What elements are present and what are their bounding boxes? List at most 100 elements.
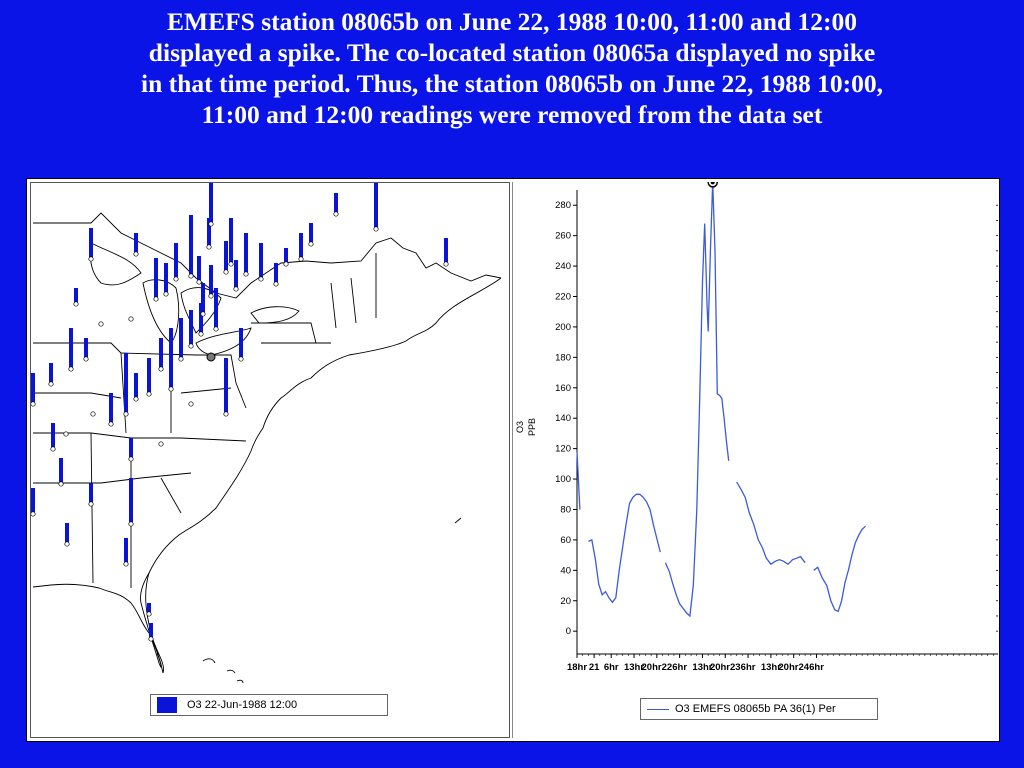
station-bar — [189, 215, 193, 275]
station-dot — [146, 391, 152, 397]
spike-marker — [707, 182, 718, 188]
station-dot — [63, 431, 69, 437]
station-dot — [178, 356, 184, 362]
station-dot — [213, 326, 219, 332]
station-dot — [31, 511, 36, 517]
station-bar — [69, 328, 73, 368]
station-bar — [209, 183, 213, 223]
station-bar — [124, 353, 128, 413]
station-bar — [169, 328, 173, 388]
station-bar — [89, 228, 93, 258]
x-tick-label: 6hr — [604, 662, 619, 673]
headline-line-1: EMEFS station 08065b on June 22, 1988 10… — [167, 7, 857, 36]
station-dot — [206, 244, 212, 250]
station-bar — [199, 303, 203, 333]
map-outlines — [32, 212, 502, 684]
chart-panel: 0 20 40 60 80 100 120 140 160 180 200 220 240 260 280 1… — [512, 182, 998, 738]
series-segment — [736, 481, 806, 566]
y-tick-label: 280 — [555, 200, 571, 211]
y-tick-label: 60 — [560, 535, 571, 546]
station-dot — [168, 386, 174, 392]
x-tick-label: 13hr — [692, 662, 712, 673]
station-bar — [284, 248, 288, 263]
y-axis-label-ppb: PPB — [527, 418, 537, 436]
station-dot — [48, 381, 54, 387]
station-dot — [88, 256, 94, 262]
station-dot — [158, 366, 164, 372]
y-tick-label: 80 — [560, 504, 571, 515]
station-bar — [229, 218, 233, 263]
spike-marker-center — [710, 182, 715, 185]
y-tick-label: 200 — [555, 322, 571, 333]
series-segment — [664, 182, 730, 618]
station-bar — [134, 373, 138, 398]
station-dot — [146, 611, 152, 617]
station-bar — [189, 310, 193, 345]
series-segment — [588, 493, 661, 604]
station-bar — [334, 193, 338, 213]
station-dot — [158, 441, 164, 447]
station-bar — [31, 488, 35, 513]
station-bar — [374, 183, 378, 228]
station-dot — [223, 269, 229, 275]
x-tick-label: 21 — [589, 662, 600, 673]
station-bar — [239, 328, 243, 358]
station-dot — [123, 561, 129, 567]
station-dot — [83, 356, 89, 362]
station-dot — [31, 401, 36, 407]
x-tick-label: 13hr — [624, 662, 644, 673]
y-tick-label: 100 — [555, 474, 571, 485]
station-dot — [233, 286, 239, 292]
x-tick-label: 6hr — [672, 662, 687, 673]
station-bar — [154, 258, 158, 298]
map-legend-swatch — [157, 697, 177, 713]
station-dot — [208, 293, 214, 299]
x-tick-label: 6hr — [809, 662, 824, 673]
o3-time-series-chart: 0 20 40 60 80 100 120 140 160 180 200 220 240 260 280 1… — [515, 182, 998, 673]
station-bar — [197, 256, 201, 281]
map-legend-label: O3 22-Jun-1988 12:00 — [187, 699, 298, 711]
station-bar — [209, 265, 213, 295]
station-dot — [73, 301, 79, 307]
y-tick-label: 140 — [555, 413, 571, 424]
x-tick-label: 18hr — [567, 662, 587, 673]
station-bar — [84, 338, 88, 358]
x-tick-label: 20hr24 — [778, 662, 809, 673]
station-dot — [68, 366, 74, 372]
chart-legend: O3 EMEFS 08065b PA 36(1) Per — [640, 698, 878, 720]
station-bar — [201, 283, 205, 313]
station-bar — [59, 458, 63, 483]
station-dot — [333, 211, 339, 217]
station-bar — [31, 373, 35, 403]
station-dot — [88, 501, 94, 507]
station-dot — [308, 241, 314, 247]
series-segment — [813, 525, 867, 613]
headline-line-3: in that time period. Thus, the station 0… — [141, 69, 883, 98]
station-dot — [128, 521, 134, 527]
station-bar — [309, 223, 313, 243]
station-dot — [58, 481, 64, 487]
station-bar — [159, 338, 163, 368]
station-bar — [129, 438, 133, 458]
station-map — [31, 183, 502, 684]
station-dot — [173, 276, 179, 282]
station-dot — [200, 311, 206, 317]
station-dot — [373, 226, 379, 232]
station-markers — [31, 183, 449, 642]
station-bar — [174, 243, 178, 278]
y-tick-label: 0 — [566, 626, 571, 637]
station-bar — [179, 318, 183, 358]
station-bar — [207, 218, 211, 246]
x-tick-label: 13hr — [761, 662, 781, 673]
station-dot — [298, 256, 304, 262]
y-axis-label-o3: O3 — [515, 421, 525, 433]
y-tick-label: 40 — [560, 565, 571, 576]
station-dot — [223, 411, 229, 417]
station-dot — [64, 541, 70, 547]
station-dot — [238, 356, 244, 362]
chart-axes: 0 20 40 60 80 100 120 140 160 180 200 220 240 260 280 1… — [555, 190, 998, 673]
y-tick-label: 260 — [555, 231, 571, 242]
chart-series — [576, 182, 867, 618]
station-bar — [65, 523, 69, 543]
station-bar — [274, 263, 278, 283]
